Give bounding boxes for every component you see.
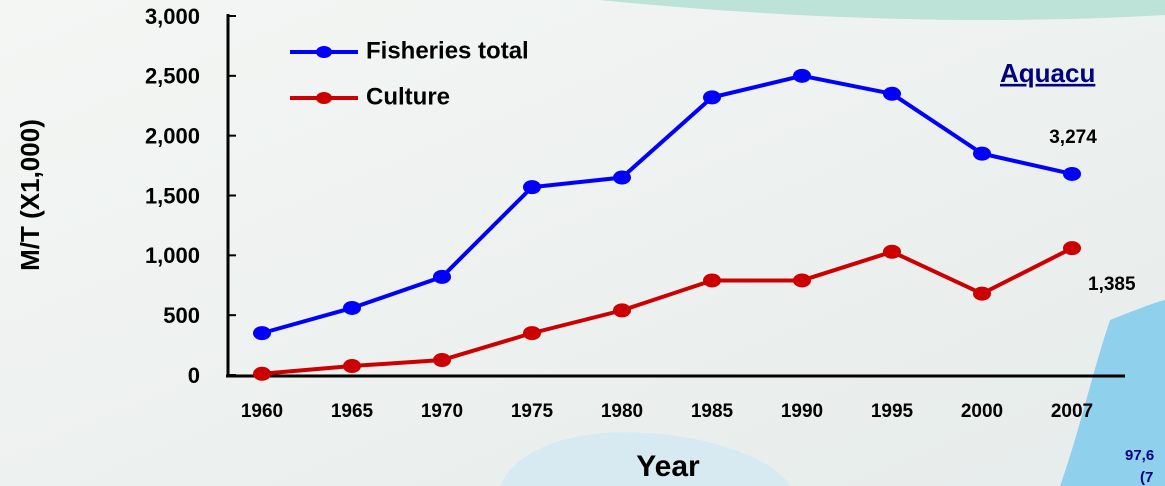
x-tick-label: 1975 [511, 401, 554, 422]
legend-marker [316, 92, 332, 104]
y-tick-label: 0 [188, 363, 200, 388]
annotation: 97,6 [1125, 447, 1154, 464]
y-tick-label: 500 [163, 303, 200, 328]
data-point [613, 170, 631, 185]
legend-label: Fisheries total [366, 37, 529, 64]
data-point [1063, 166, 1081, 181]
legend-label: Culture [366, 83, 450, 110]
data-point [883, 86, 901, 101]
data-point [793, 68, 811, 83]
data-point [433, 269, 451, 284]
data-point [343, 359, 361, 374]
annotation: 1,385 [1088, 274, 1136, 295]
annotation: 3,274 [1049, 127, 1097, 148]
decor-top [600, 0, 1165, 20]
x-tick-label: 1990 [781, 401, 823, 422]
x-tick-label: 1965 [331, 401, 374, 422]
annotation: Aquacu [1000, 58, 1095, 88]
y-axis-title: M/T (X1,000) [15, 119, 45, 271]
legend-marker [316, 46, 332, 58]
y-tick-label: 1,500 [145, 183, 200, 208]
data-point [703, 90, 721, 105]
x-tick-label: 2007 [1051, 401, 1093, 422]
data-point [1063, 241, 1081, 256]
data-point [793, 273, 811, 288]
y-tick-label: 1,000 [145, 243, 200, 268]
data-point [883, 244, 901, 259]
data-point [973, 286, 991, 301]
data-point [433, 353, 451, 368]
data-point [613, 303, 631, 318]
y-tick-label: 2,500 [145, 64, 200, 89]
series-line [261, 246, 1073, 376]
annotation: (7 [1140, 469, 1153, 486]
data-point [253, 326, 271, 341]
series-line [261, 73, 1073, 336]
data-point [343, 300, 361, 315]
data-point [973, 146, 991, 161]
x-axis-title: Year [636, 450, 700, 483]
x-tick-label: 2000 [961, 401, 1003, 422]
decor-cloud [500, 432, 790, 486]
data-point [523, 326, 541, 341]
data-point [703, 273, 721, 288]
x-tick-label: 1980 [601, 401, 643, 422]
x-tick-label: 1960 [241, 401, 283, 422]
y-tick-label: 3,000 [145, 4, 200, 29]
y-tick-label: 2,000 [145, 123, 200, 148]
decor-blob [1060, 300, 1165, 486]
x-tick-label: 1995 [871, 401, 914, 422]
data-point [253, 366, 271, 381]
data-point [523, 180, 541, 195]
x-tick-label: 1985 [691, 401, 734, 422]
x-tick-label: 1970 [421, 401, 463, 422]
